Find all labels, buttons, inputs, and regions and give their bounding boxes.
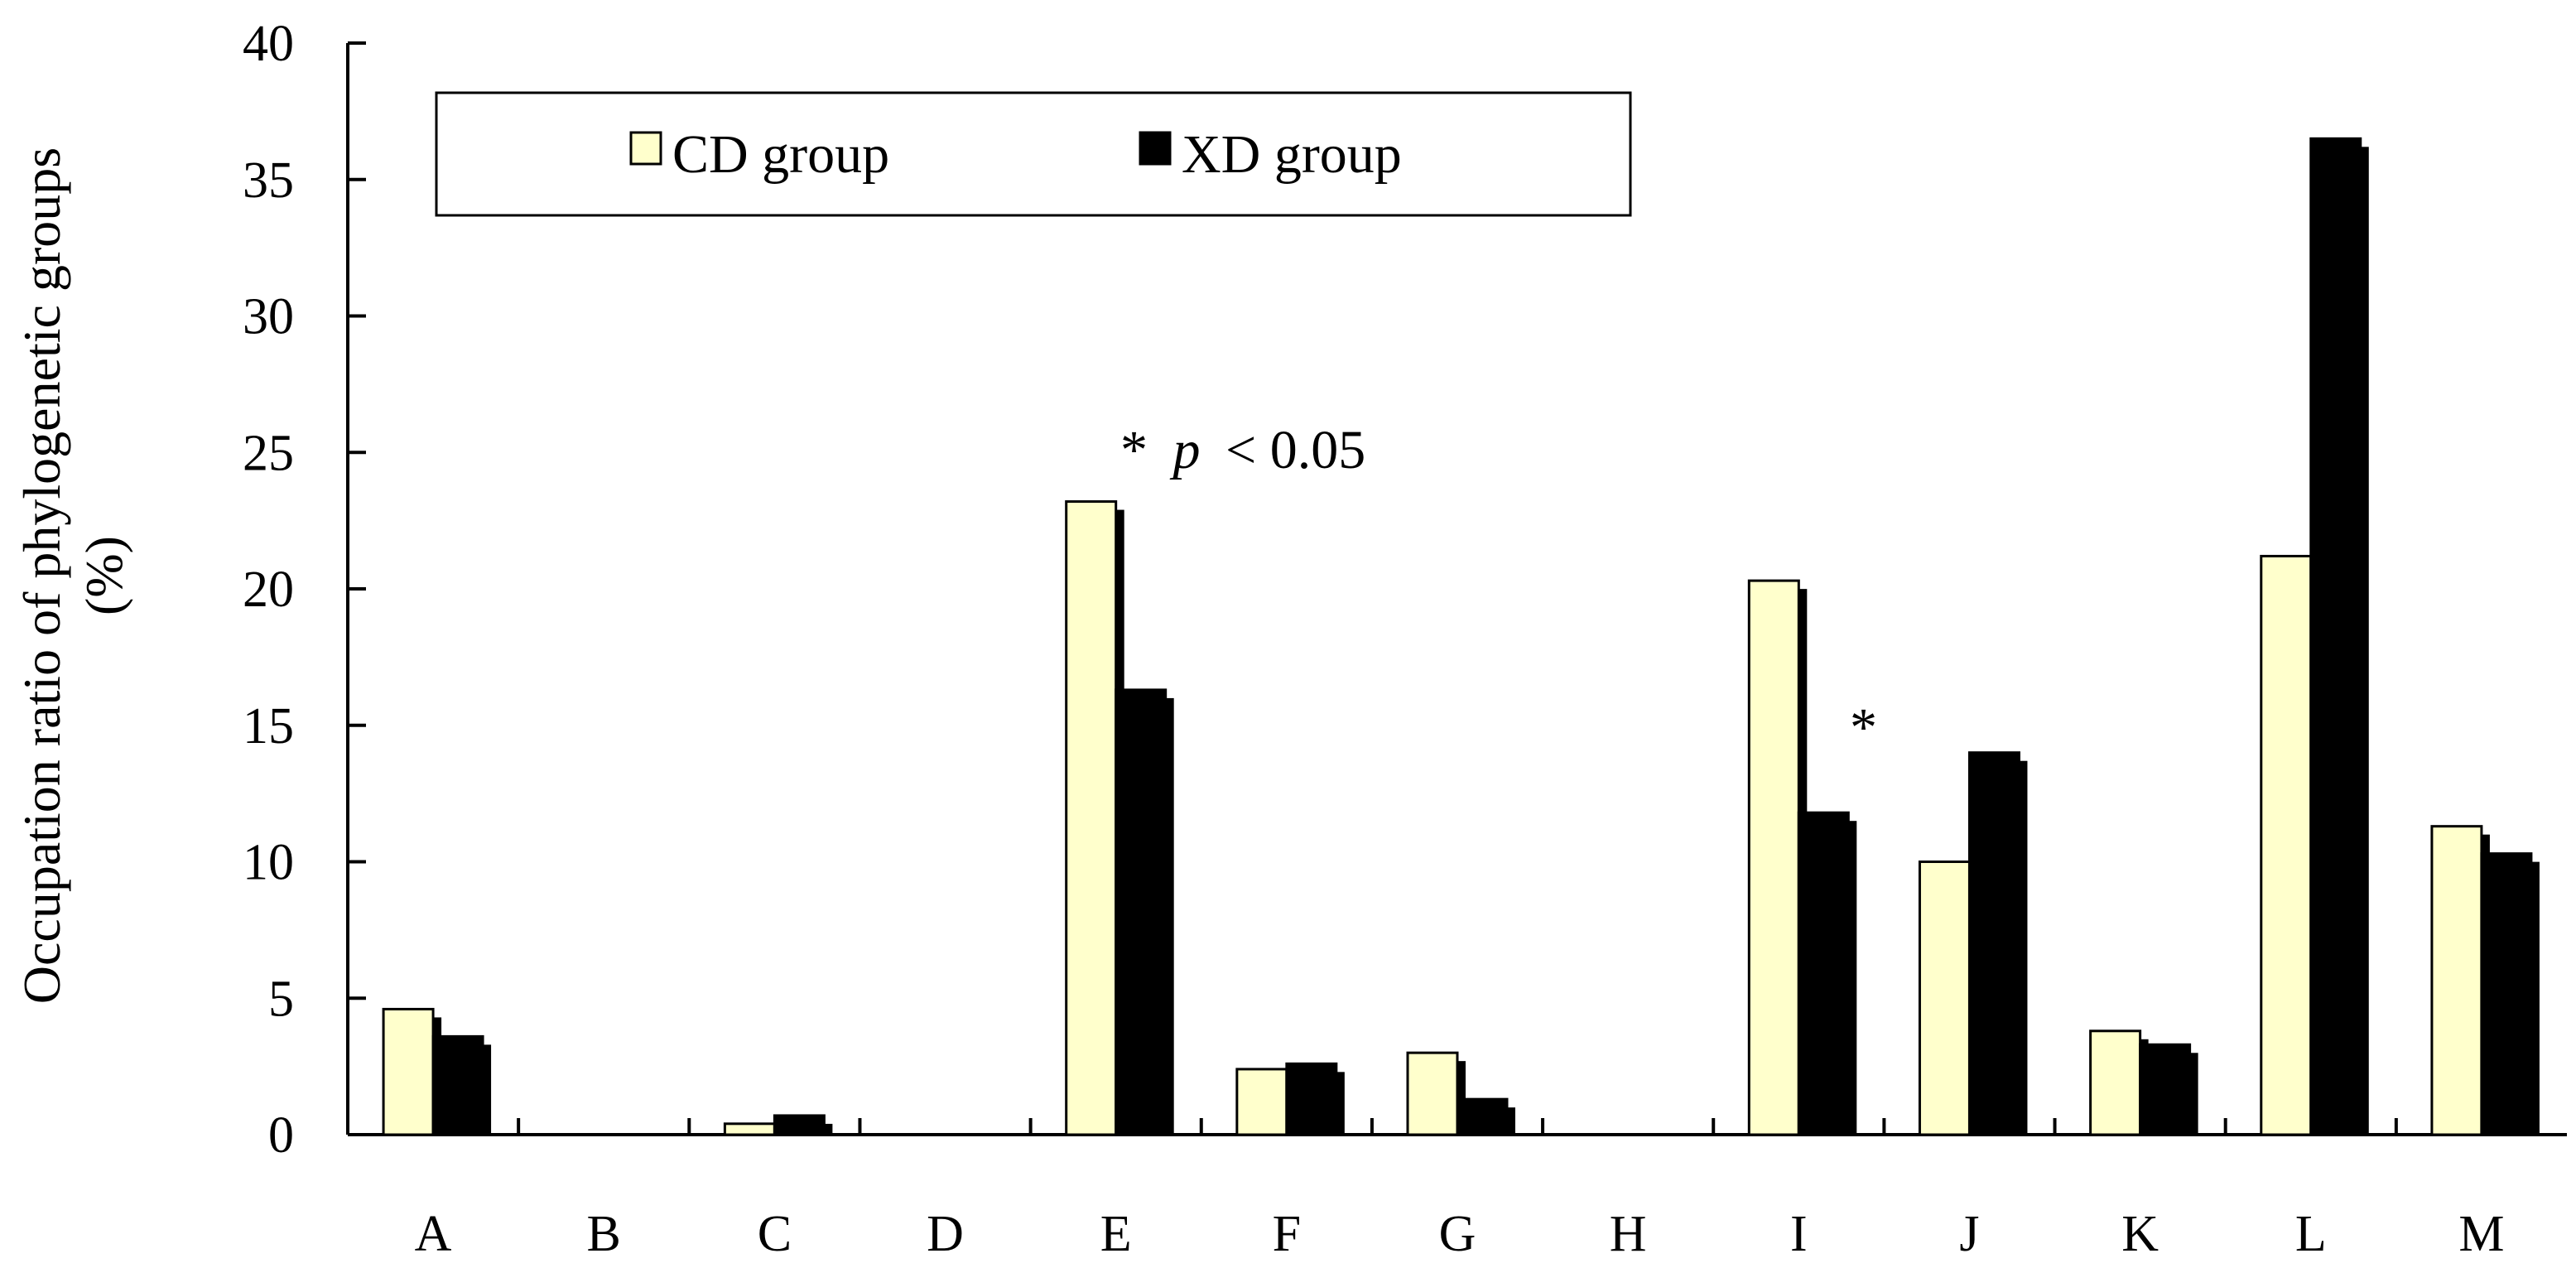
bar-xd-l bbox=[2309, 137, 2362, 1136]
bar-cd-e bbox=[1065, 500, 1118, 1136]
bar-xd-m bbox=[2480, 852, 2533, 1136]
y-axis-label: Occupation ratio of phylogenetic groups bbox=[12, 147, 71, 1004]
bar-cd-g bbox=[1406, 1051, 1459, 1136]
bar-xd-g bbox=[1456, 1097, 1509, 1136]
bar-cd-k bbox=[2089, 1029, 2142, 1136]
bar-cd-l bbox=[2260, 554, 2313, 1136]
y-tick-label: 15 bbox=[243, 698, 294, 755]
x-tick-label-k: K bbox=[2121, 1206, 2159, 1262]
bar-cd-j bbox=[1918, 861, 1971, 1136]
significance-annotation-i: * bbox=[1850, 697, 1877, 758]
y-tick-label: 10 bbox=[243, 835, 294, 891]
legend: CD group XD group bbox=[435, 91, 1632, 217]
significance-annotations: * p < 0.05 * bbox=[1120, 420, 1877, 758]
annotation-e-star: * bbox=[1120, 420, 1148, 480]
legend-xd-swatch bbox=[1139, 131, 1172, 166]
x-tick-label-m: M bbox=[2458, 1206, 2504, 1262]
bar-xd-i bbox=[1797, 811, 1850, 1136]
annotation-e-rest: < 0.05 bbox=[1225, 420, 1365, 480]
y-tick-label: 35 bbox=[243, 152, 294, 209]
legend-xd-label: XD group bbox=[1182, 124, 1402, 185]
bar-xd-e bbox=[1115, 688, 1168, 1136]
legend-cd-label: CD group bbox=[672, 124, 889, 185]
x-tick-label-c: C bbox=[758, 1206, 792, 1262]
bar-cd-i bbox=[1747, 579, 1800, 1136]
annotation-e-p: p bbox=[1170, 420, 1201, 480]
x-axis: A B C D E F G H I J K L M bbox=[348, 1118, 2567, 1262]
legend-box bbox=[435, 91, 1632, 217]
bar-cd-f bbox=[1235, 1068, 1288, 1136]
bar-xd-c bbox=[773, 1114, 826, 1136]
y-tick-label: 20 bbox=[243, 562, 294, 618]
significance-annotation-e: * p < 0.05 bbox=[1120, 420, 1365, 480]
y-tick-label: 40 bbox=[243, 16, 294, 72]
x-tick-label-j: J bbox=[1959, 1206, 1979, 1262]
y-tick-label: 0 bbox=[268, 1107, 294, 1164]
x-tick-label-a: A bbox=[415, 1206, 452, 1262]
legend-cd-swatch bbox=[629, 131, 662, 166]
bar-cd-c bbox=[723, 1122, 776, 1136]
bar-cd-a bbox=[382, 1007, 435, 1136]
y-axis: 0 5 10 15 20 25 30 35 40 bbox=[243, 16, 366, 1164]
x-tick-label-d: D bbox=[927, 1206, 964, 1262]
bar-cd-m bbox=[2430, 825, 2483, 1136]
x-tick-label-b: B bbox=[587, 1206, 621, 1262]
x-tick-label-e: E bbox=[1100, 1206, 1132, 1262]
y-tick-label: 5 bbox=[268, 971, 294, 1027]
y-axis-unit: (%) bbox=[75, 536, 133, 615]
bar-xd-f bbox=[1285, 1062, 1338, 1136]
y-axis-title: Occupation ratio of phylogenetic groups … bbox=[12, 147, 133, 1004]
y-tick-label: 25 bbox=[243, 425, 294, 481]
x-tick-label-i: I bbox=[1790, 1206, 1808, 1262]
bar-xd-k bbox=[2139, 1043, 2192, 1136]
x-tick-label-l: L bbox=[2295, 1206, 2327, 1262]
x-tick-label-f: F bbox=[1273, 1206, 1301, 1262]
y-tick-label: 30 bbox=[243, 289, 294, 345]
bar-xd-j bbox=[1967, 751, 2020, 1136]
bar-xd-a bbox=[431, 1034, 484, 1136]
x-tick-label-h: H bbox=[1610, 1206, 1647, 1262]
x-tick-label-g: G bbox=[1439, 1206, 1476, 1262]
